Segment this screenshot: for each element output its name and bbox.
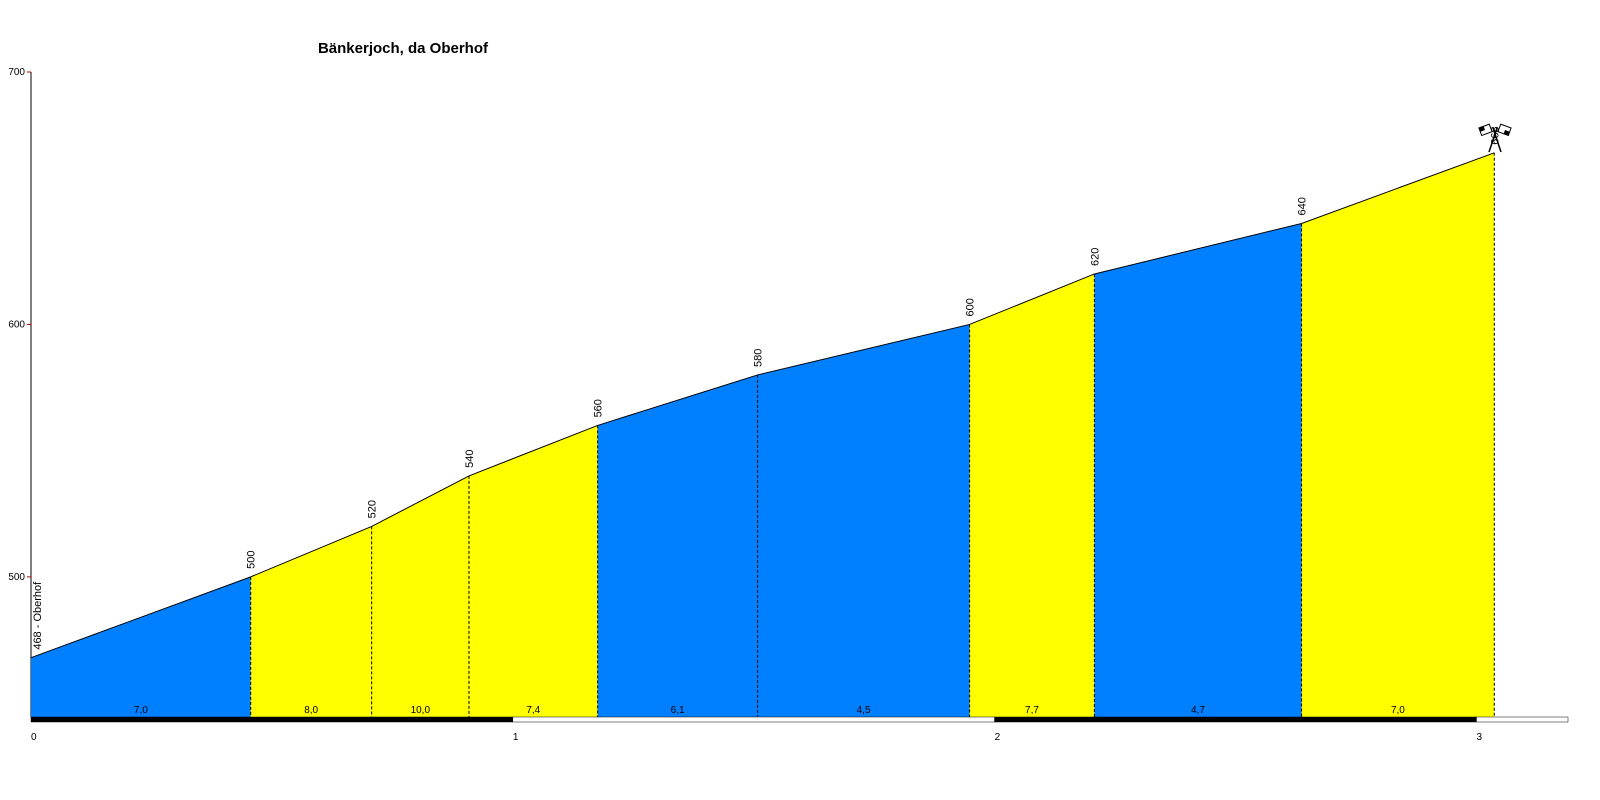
distance-band xyxy=(30,716,514,723)
profile-line xyxy=(30,152,1495,659)
distance-band xyxy=(1476,716,1569,723)
elevation-label: 540 xyxy=(464,450,476,468)
distance-band xyxy=(994,716,1477,723)
segment-gradient-label: 7,0 xyxy=(134,705,148,716)
segment-area xyxy=(757,324,970,717)
elevation-label: 520 xyxy=(367,500,379,518)
y-tick-label: 700 xyxy=(8,67,25,78)
segment-gradient-label: 7,4 xyxy=(526,705,540,716)
segment-gradient-label: 10,0 xyxy=(411,705,431,716)
segment-area xyxy=(1094,223,1302,717)
segment-area xyxy=(1301,152,1495,717)
x-tick-label: 3 xyxy=(1476,732,1482,743)
elevation-label: 500 xyxy=(246,551,258,569)
segment-area xyxy=(31,576,251,717)
chart-title: Bänkerjoch, da Oberhof xyxy=(318,40,489,57)
distance-band xyxy=(512,716,995,723)
x-tick-label: 0 xyxy=(31,732,37,743)
segment-gradient-label: 6,1 xyxy=(671,705,685,716)
segment-gradient-label: 7,0 xyxy=(1391,705,1405,716)
finish-flag-icon xyxy=(1478,123,1512,153)
segment-area xyxy=(969,273,1095,717)
x-tick-label: 1 xyxy=(513,732,519,743)
x-tick-label: 2 xyxy=(995,732,1001,743)
elevation-label: 580 xyxy=(753,349,765,367)
segment-area xyxy=(371,475,469,717)
segment-gradient-label: 4,5 xyxy=(857,705,871,716)
elevation-label: 620 xyxy=(1089,248,1101,266)
segment-area xyxy=(597,374,758,717)
y-tick-label: 500 xyxy=(8,572,25,583)
elevation-label: 600 xyxy=(965,298,977,316)
segment-gradient-label: 7,7 xyxy=(1025,705,1039,716)
elevation-label: 560 xyxy=(593,399,605,417)
segment-area xyxy=(250,526,372,717)
segment-area xyxy=(468,425,598,717)
segment-gradient-label: 4,7 xyxy=(1191,705,1205,716)
elevation-label: 468 - Oberhof xyxy=(32,581,44,650)
y-tick-label: 600 xyxy=(8,319,25,330)
elevation-label: 640 xyxy=(1297,197,1309,215)
segment-gradient-label: 8,0 xyxy=(304,705,318,716)
